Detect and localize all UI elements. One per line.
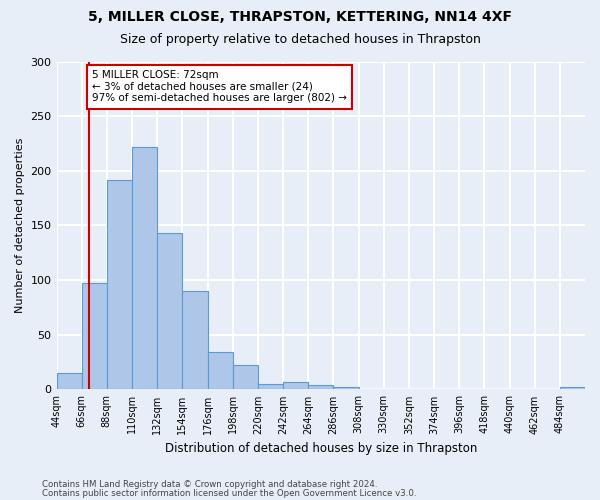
- Bar: [132, 147, 157, 390]
- Text: 5, MILLER CLOSE, THRAPSTON, KETTERING, NN14 4XF: 5, MILLER CLOSE, THRAPSTON, KETTERING, N…: [88, 10, 512, 24]
- Bar: [233, 366, 258, 390]
- Bar: [56, 373, 82, 390]
- Text: Contains HM Land Registry data © Crown copyright and database right 2024.: Contains HM Land Registry data © Crown c…: [42, 480, 377, 489]
- Bar: [182, 291, 208, 390]
- X-axis label: Distribution of detached houses by size in Thrapston: Distribution of detached houses by size …: [164, 442, 477, 455]
- Bar: [560, 387, 585, 390]
- Bar: [334, 387, 359, 390]
- Y-axis label: Number of detached properties: Number of detached properties: [15, 138, 25, 313]
- Bar: [208, 352, 233, 390]
- Bar: [283, 382, 308, 390]
- Bar: [258, 384, 283, 390]
- Bar: [308, 385, 334, 390]
- Text: Size of property relative to detached houses in Thrapston: Size of property relative to detached ho…: [119, 32, 481, 46]
- Bar: [107, 180, 132, 390]
- Bar: [82, 284, 107, 390]
- Text: 5 MILLER CLOSE: 72sqm
← 3% of detached houses are smaller (24)
97% of semi-detac: 5 MILLER CLOSE: 72sqm ← 3% of detached h…: [92, 70, 347, 103]
- Bar: [157, 233, 182, 390]
- Text: Contains public sector information licensed under the Open Government Licence v3: Contains public sector information licen…: [42, 490, 416, 498]
